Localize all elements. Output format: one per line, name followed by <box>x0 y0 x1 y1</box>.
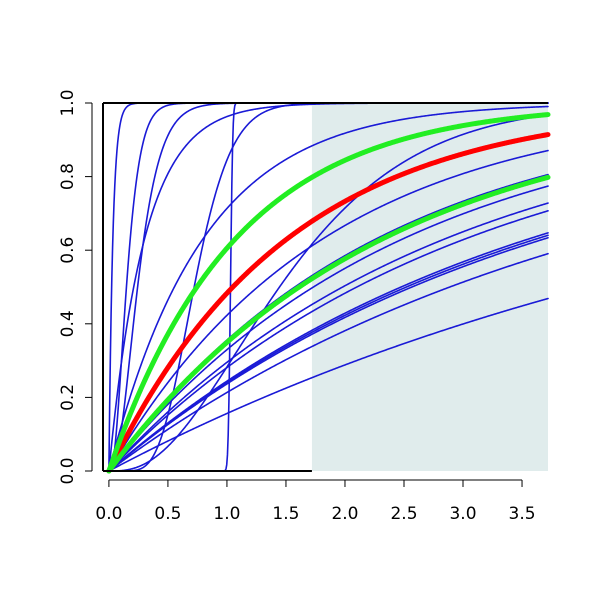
series-line-blue-8 <box>108 149 549 472</box>
x-tick-label: 0.0 <box>95 504 122 524</box>
series-line-blue-6 <box>108 114 549 472</box>
y-tick-label: 0.6 <box>58 237 78 264</box>
series-line-blue-11 <box>108 202 549 472</box>
series-line-blue-16 <box>108 252 549 472</box>
series-line-green-20 <box>106 174 551 474</box>
series-line-green-19 <box>106 112 551 474</box>
x-tick-label: 3.0 <box>449 504 476 524</box>
y-tick-label: 0.4 <box>58 310 78 337</box>
series-line-blue-10 <box>108 185 549 472</box>
y-tick-label: 1.0 <box>58 89 78 116</box>
y-axis: 0.0 0.2 0.4 0.6 0.8 1.0 <box>58 89 93 485</box>
x-tick-label: 2.0 <box>331 504 358 524</box>
x-tick-label: 0.5 <box>154 504 181 524</box>
series-line-blue-12 <box>108 210 549 472</box>
y-tick-label: 0.8 <box>58 163 78 190</box>
series-line-blue-4 <box>108 105 549 472</box>
y-tick-label: 0.0 <box>58 457 78 484</box>
x-tick-label: 1.5 <box>272 504 299 524</box>
series-line-red-18 <box>106 132 551 474</box>
x-tick-label: 2.5 <box>390 504 417 524</box>
x-tick-label: 1.0 <box>213 504 240 524</box>
series-line-blue-17 <box>108 297 549 472</box>
x-tick-label: 3.5 <box>509 504 536 524</box>
series-line-blue-15 <box>108 236 549 472</box>
frame-layer <box>102 102 548 472</box>
y-tick-label: 0.2 <box>58 384 78 411</box>
x-axis: 0.0 0.5 1.0 1.5 2.0 2.5 3.0 3.5 <box>95 479 536 524</box>
